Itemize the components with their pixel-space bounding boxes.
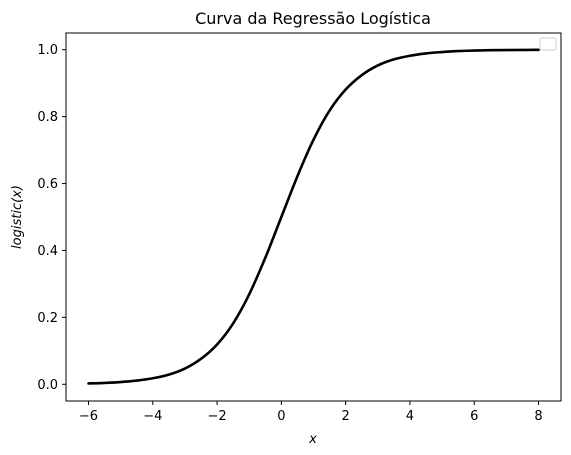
x-axis: −6 −4 −2 0 2 4 6 8 bbox=[79, 401, 543, 424]
y-tick-label: 0.0 bbox=[37, 378, 58, 393]
y-tick-label: 0.2 bbox=[37, 311, 58, 326]
y-tick-label: 1.0 bbox=[37, 43, 58, 58]
y-tick-label: 0.6 bbox=[37, 177, 58, 192]
y-axis-label: logistic(x) bbox=[10, 185, 25, 249]
x-axis-label: x bbox=[308, 432, 317, 447]
x-tick-label: 0 bbox=[277, 409, 285, 424]
y-tick-label: 0.8 bbox=[37, 110, 58, 125]
y-tick-label: 0.4 bbox=[37, 244, 58, 259]
x-tick-label: −6 bbox=[79, 409, 98, 424]
x-tick-label: −2 bbox=[207, 409, 226, 424]
x-tick-label: 6 bbox=[470, 409, 478, 424]
plot-area-frame bbox=[65, 32, 562, 402]
chart-title: Curva da Regressão Logística bbox=[195, 9, 431, 28]
logistic-curve-line bbox=[87, 48, 540, 385]
y-axis: 0.0 0.2 0.4 0.6 0.8 1.0 bbox=[37, 43, 66, 393]
series-layer bbox=[87, 48, 540, 385]
legend-box bbox=[539, 37, 557, 51]
x-tick-label: 2 bbox=[342, 409, 350, 424]
x-tick-label: 4 bbox=[406, 409, 414, 424]
x-tick-label: 8 bbox=[534, 409, 542, 424]
x-tick-label: −4 bbox=[143, 409, 162, 424]
